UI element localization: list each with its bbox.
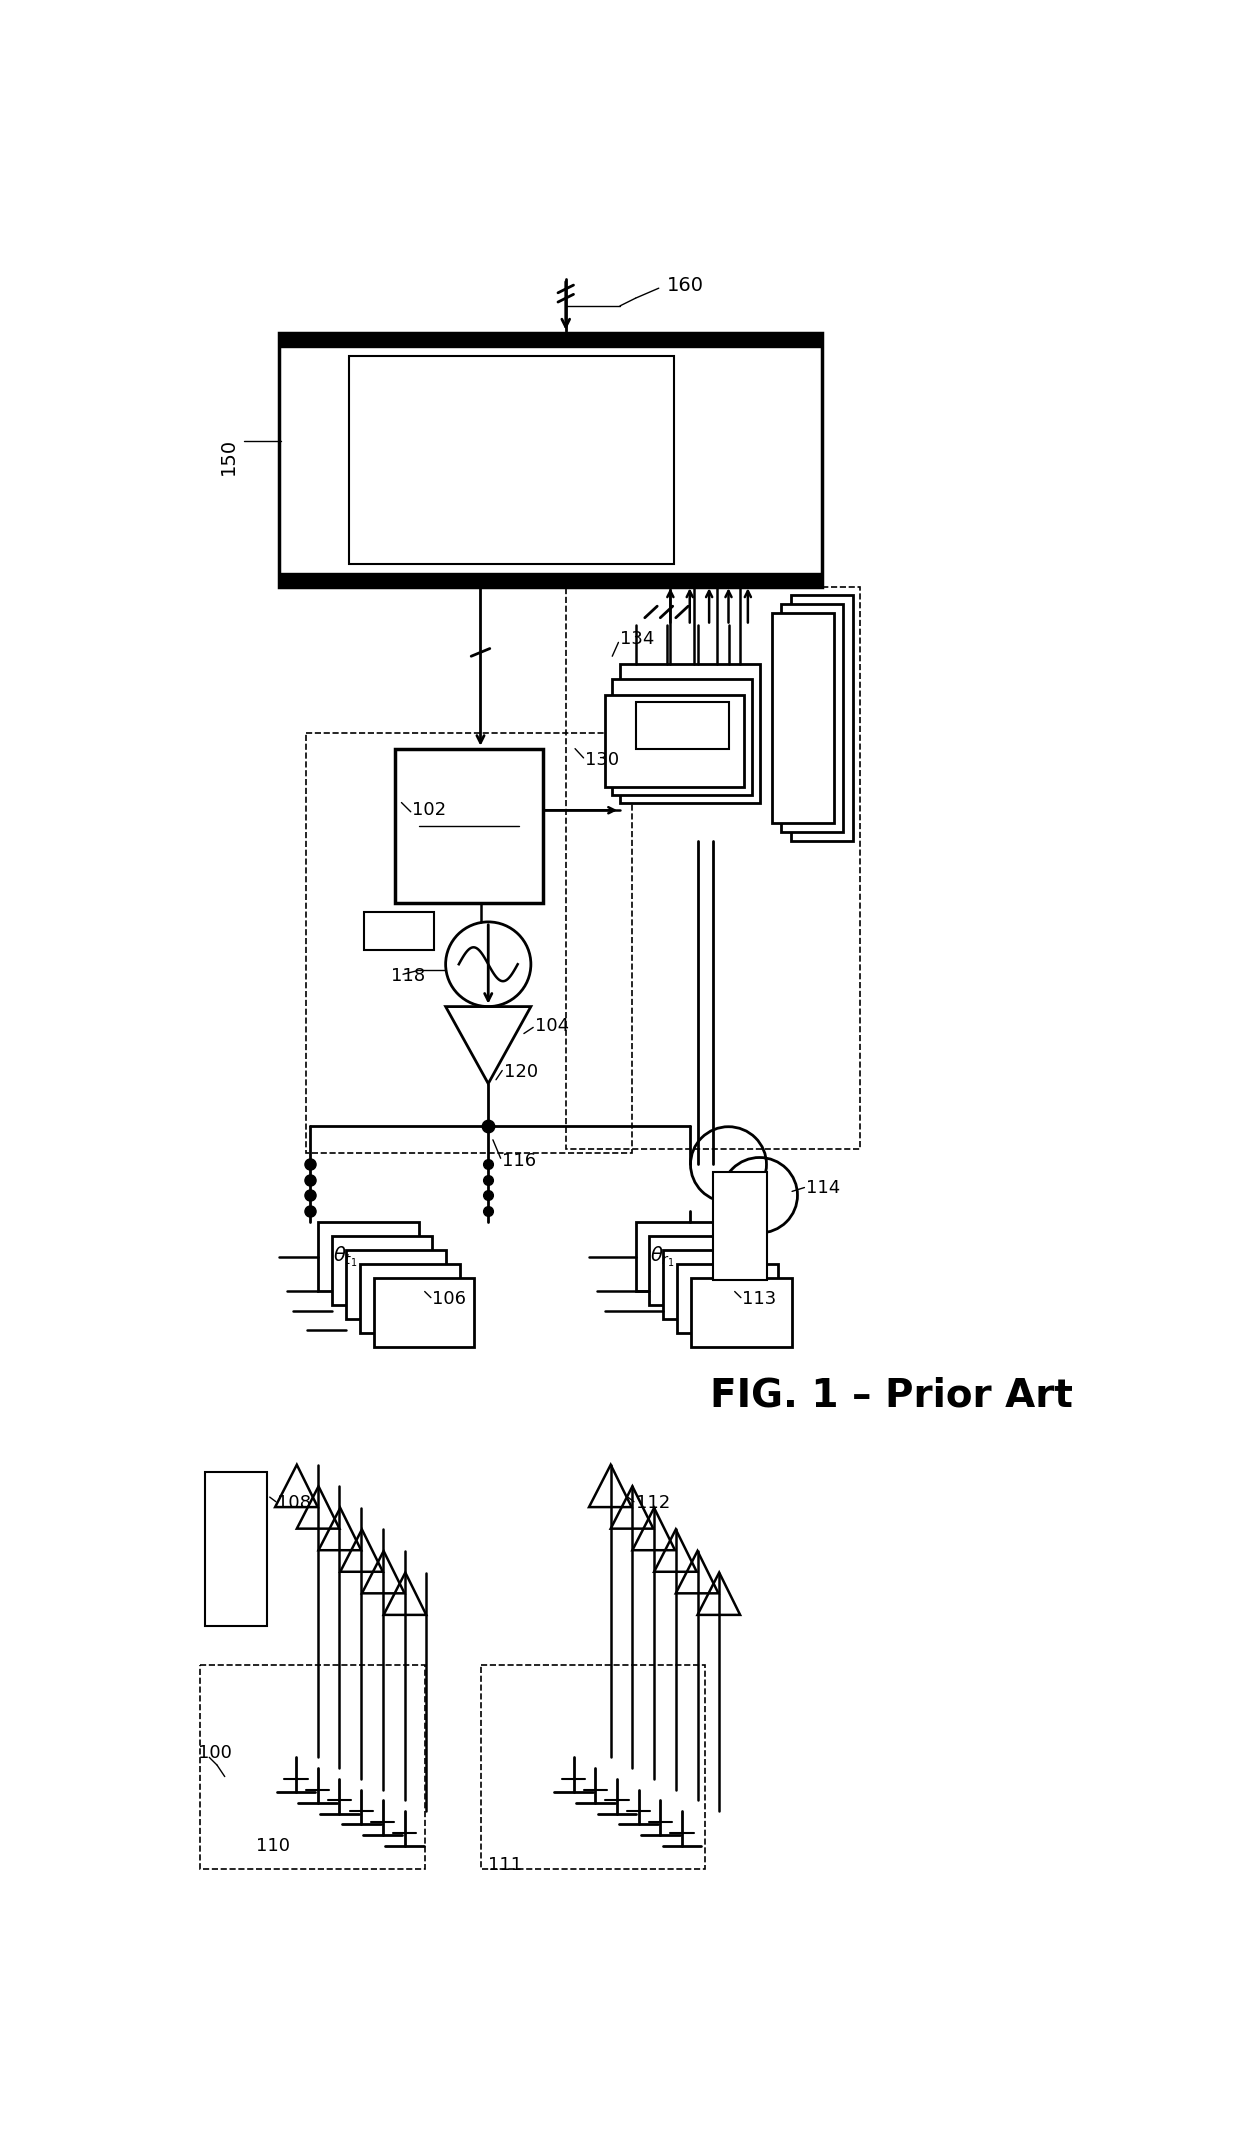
Bar [692, 1277, 792, 1347]
Bar [481, 1665, 706, 1870]
Bar [565, 586, 861, 1149]
Bar [206, 1473, 268, 1627]
Bar [781, 603, 843, 831]
Text: $\theta_{r_1}$: $\theta_{r_1}$ [650, 1245, 675, 1269]
Bar [791, 595, 853, 840]
Bar [605, 695, 744, 787]
Text: 108: 108 [278, 1495, 311, 1512]
Text: 116: 116 [502, 1151, 537, 1170]
Bar [365, 912, 434, 951]
Bar [200, 1665, 424, 1870]
Text: 112: 112 [635, 1495, 670, 1512]
Bar [677, 1264, 779, 1332]
Bar [635, 701, 729, 748]
Text: 118: 118 [392, 966, 425, 985]
Bar [279, 574, 821, 586]
Bar [613, 680, 751, 795]
Bar [346, 1249, 446, 1320]
Bar [373, 1277, 474, 1347]
Bar [279, 333, 821, 348]
Text: 114: 114 [806, 1179, 841, 1196]
Bar [663, 1249, 764, 1320]
Text: 130: 130 [585, 750, 619, 770]
Text: 150: 150 [219, 437, 238, 475]
Text: 113: 113 [743, 1290, 776, 1309]
Text: $\theta_{t_1}$: $\theta_{t_1}$ [332, 1245, 357, 1269]
Text: 100: 100 [197, 1744, 232, 1763]
Text: 111: 111 [489, 1857, 522, 1874]
Text: 102: 102 [412, 802, 446, 819]
Text: 106: 106 [433, 1290, 466, 1309]
Bar [279, 333, 821, 586]
Bar [650, 1237, 750, 1305]
Bar [306, 733, 631, 1153]
Text: 110: 110 [255, 1838, 290, 1855]
Bar [396, 748, 543, 902]
Bar [348, 356, 675, 563]
Bar [332, 1237, 433, 1305]
Bar [713, 1173, 768, 1279]
Bar [771, 614, 833, 823]
Bar [317, 1222, 419, 1292]
Text: FIG. 1 – Prior Art: FIG. 1 – Prior Art [709, 1377, 1073, 1414]
Text: 160: 160 [667, 275, 703, 294]
Bar [635, 1222, 737, 1292]
Text: 134: 134 [620, 631, 655, 648]
Bar [360, 1264, 460, 1332]
Text: 104: 104 [534, 1017, 569, 1034]
Bar [620, 663, 759, 802]
Text: 120: 120 [503, 1064, 538, 1081]
